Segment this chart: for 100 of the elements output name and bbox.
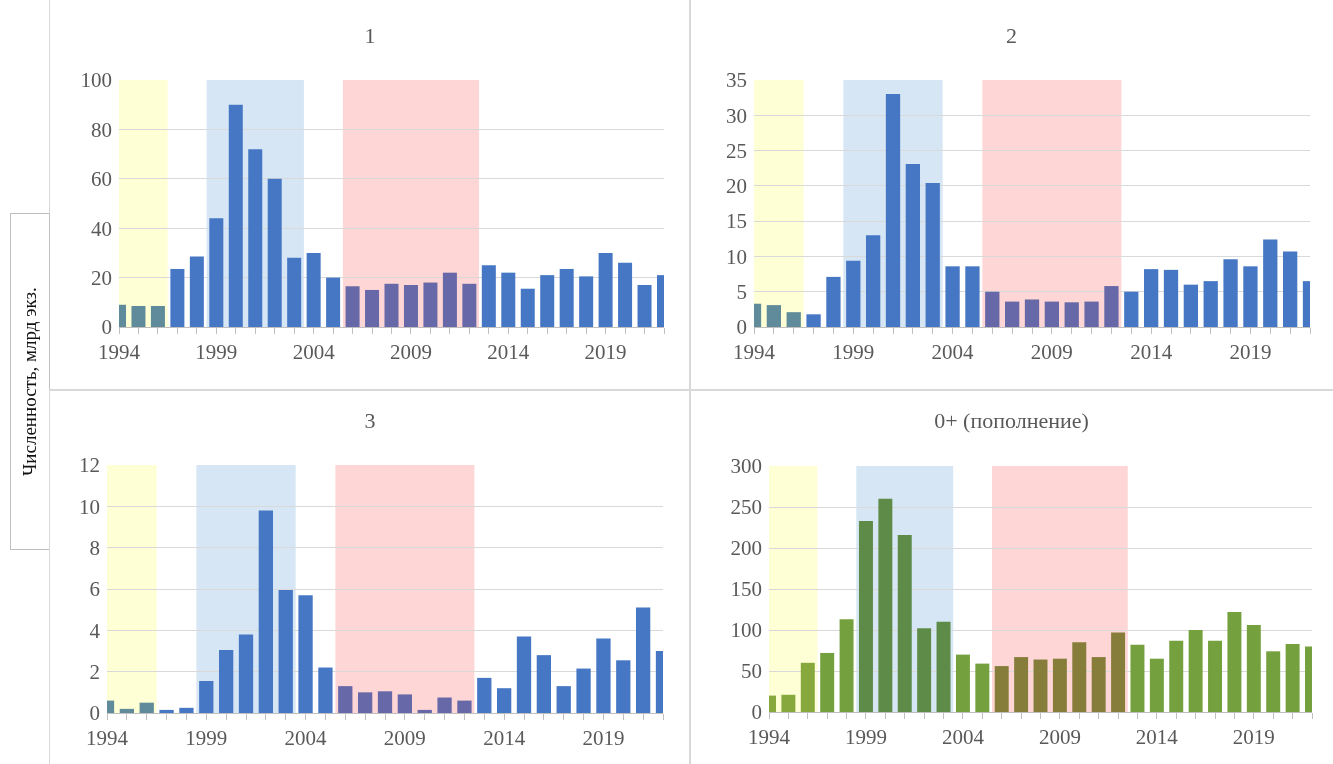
- bar: [618, 262, 633, 327]
- x-tick-label: 1994: [98, 340, 141, 365]
- bar: [1004, 301, 1020, 327]
- bar: [267, 178, 282, 327]
- y-tick-label: 30: [726, 103, 747, 128]
- bar: [496, 688, 512, 713]
- x-tick-label: 2009: [383, 726, 426, 751]
- bar: [955, 654, 970, 712]
- bar: [1084, 301, 1099, 327]
- bar: [189, 256, 204, 327]
- bar: [457, 700, 472, 713]
- y-tick-label: 60: [91, 167, 112, 192]
- bar: [1188, 630, 1203, 712]
- bar: [397, 694, 413, 713]
- bar: [1111, 632, 1126, 712]
- bar: [170, 268, 185, 327]
- y-tick-label: 25: [726, 138, 747, 163]
- bar: [1124, 291, 1139, 327]
- bar: [917, 628, 932, 712]
- bar: [965, 266, 980, 327]
- bar: [384, 283, 399, 327]
- y-tick-label: 0: [736, 315, 747, 340]
- bar: [635, 607, 651, 713]
- bar: [258, 510, 274, 713]
- bar: [766, 305, 782, 327]
- bar: [501, 272, 516, 327]
- bar: [1203, 281, 1218, 327]
- bar: [1143, 269, 1159, 327]
- bar: [209, 218, 224, 327]
- y-tick-label: 2: [89, 660, 100, 685]
- y-tick-label: 8: [89, 536, 100, 561]
- y-axis-title: Численность, млрд экз.: [10, 213, 50, 550]
- bar: [248, 149, 263, 327]
- bar: [1064, 302, 1079, 327]
- bar: [1014, 657, 1029, 712]
- chart-title: 0+ (пополнение): [934, 407, 1089, 433]
- x-tick-label: 2014: [487, 340, 530, 365]
- x-tick-label: 2019: [1229, 340, 1272, 365]
- bar: [298, 595, 313, 713]
- y-tick-label: 20: [726, 174, 747, 199]
- x-tick-label: 2019: [582, 726, 625, 751]
- x-tick-label: 1999: [832, 340, 875, 365]
- bar: [800, 662, 815, 712]
- y-tick-label: 35: [726, 68, 747, 93]
- bar: [1285, 643, 1300, 712]
- y-tick-label: 150: [730, 577, 762, 602]
- bar: [326, 277, 341, 327]
- bar: [119, 708, 135, 713]
- bar: [897, 534, 912, 712]
- bar: [481, 265, 496, 327]
- x-tick-label: 2009: [1038, 725, 1081, 750]
- bar: [365, 289, 380, 327]
- bar: [865, 235, 881, 327]
- bar: [150, 306, 165, 327]
- bar: [905, 163, 921, 327]
- bar: [131, 306, 146, 327]
- x-tick-label: 2004: [931, 340, 975, 365]
- bar: [1024, 299, 1040, 327]
- bar: [1033, 659, 1048, 712]
- x-tick-label: 1999: [195, 340, 238, 365]
- y-tick-label: 20: [91, 265, 112, 290]
- bar: [1104, 286, 1119, 327]
- bar: [1091, 657, 1106, 712]
- x-tick-label: 2004: [284, 726, 328, 751]
- bar: [858, 520, 873, 712]
- x-tick-label: 2019: [584, 340, 627, 365]
- bar: [637, 285, 652, 327]
- y-tick-label: 5: [736, 280, 747, 305]
- chart-title: 1: [364, 22, 376, 48]
- bar: [576, 668, 591, 713]
- bar: [278, 590, 293, 713]
- bar: [287, 257, 302, 327]
- x-tick-label: 1994: [748, 725, 791, 750]
- y-tick-label: 10: [726, 244, 747, 269]
- bar: [1243, 266, 1258, 327]
- x-tick-label: 2014: [483, 726, 526, 751]
- y-tick-label: 300: [730, 454, 762, 479]
- bar: [1246, 625, 1261, 712]
- bar: [598, 252, 613, 327]
- bar: [338, 686, 353, 713]
- y-tick-label: 4: [89, 618, 101, 643]
- bar: [820, 652, 835, 712]
- bar: [559, 268, 574, 327]
- bar: [556, 686, 571, 713]
- bar: [781, 694, 796, 712]
- bar: [885, 94, 901, 327]
- bar: [1227, 611, 1242, 712]
- bar: [139, 702, 154, 713]
- bar: [345, 286, 360, 327]
- bar: [377, 691, 393, 713]
- bar: [1169, 640, 1184, 712]
- bar: [318, 667, 333, 713]
- bar: [536, 655, 552, 713]
- bar: [945, 266, 960, 327]
- bar: [1072, 642, 1087, 712]
- y-tick-label: 100: [730, 618, 762, 643]
- bar: [1052, 658, 1067, 712]
- bar: [540, 275, 555, 327]
- bar: [1149, 658, 1164, 712]
- bar: [357, 692, 373, 713]
